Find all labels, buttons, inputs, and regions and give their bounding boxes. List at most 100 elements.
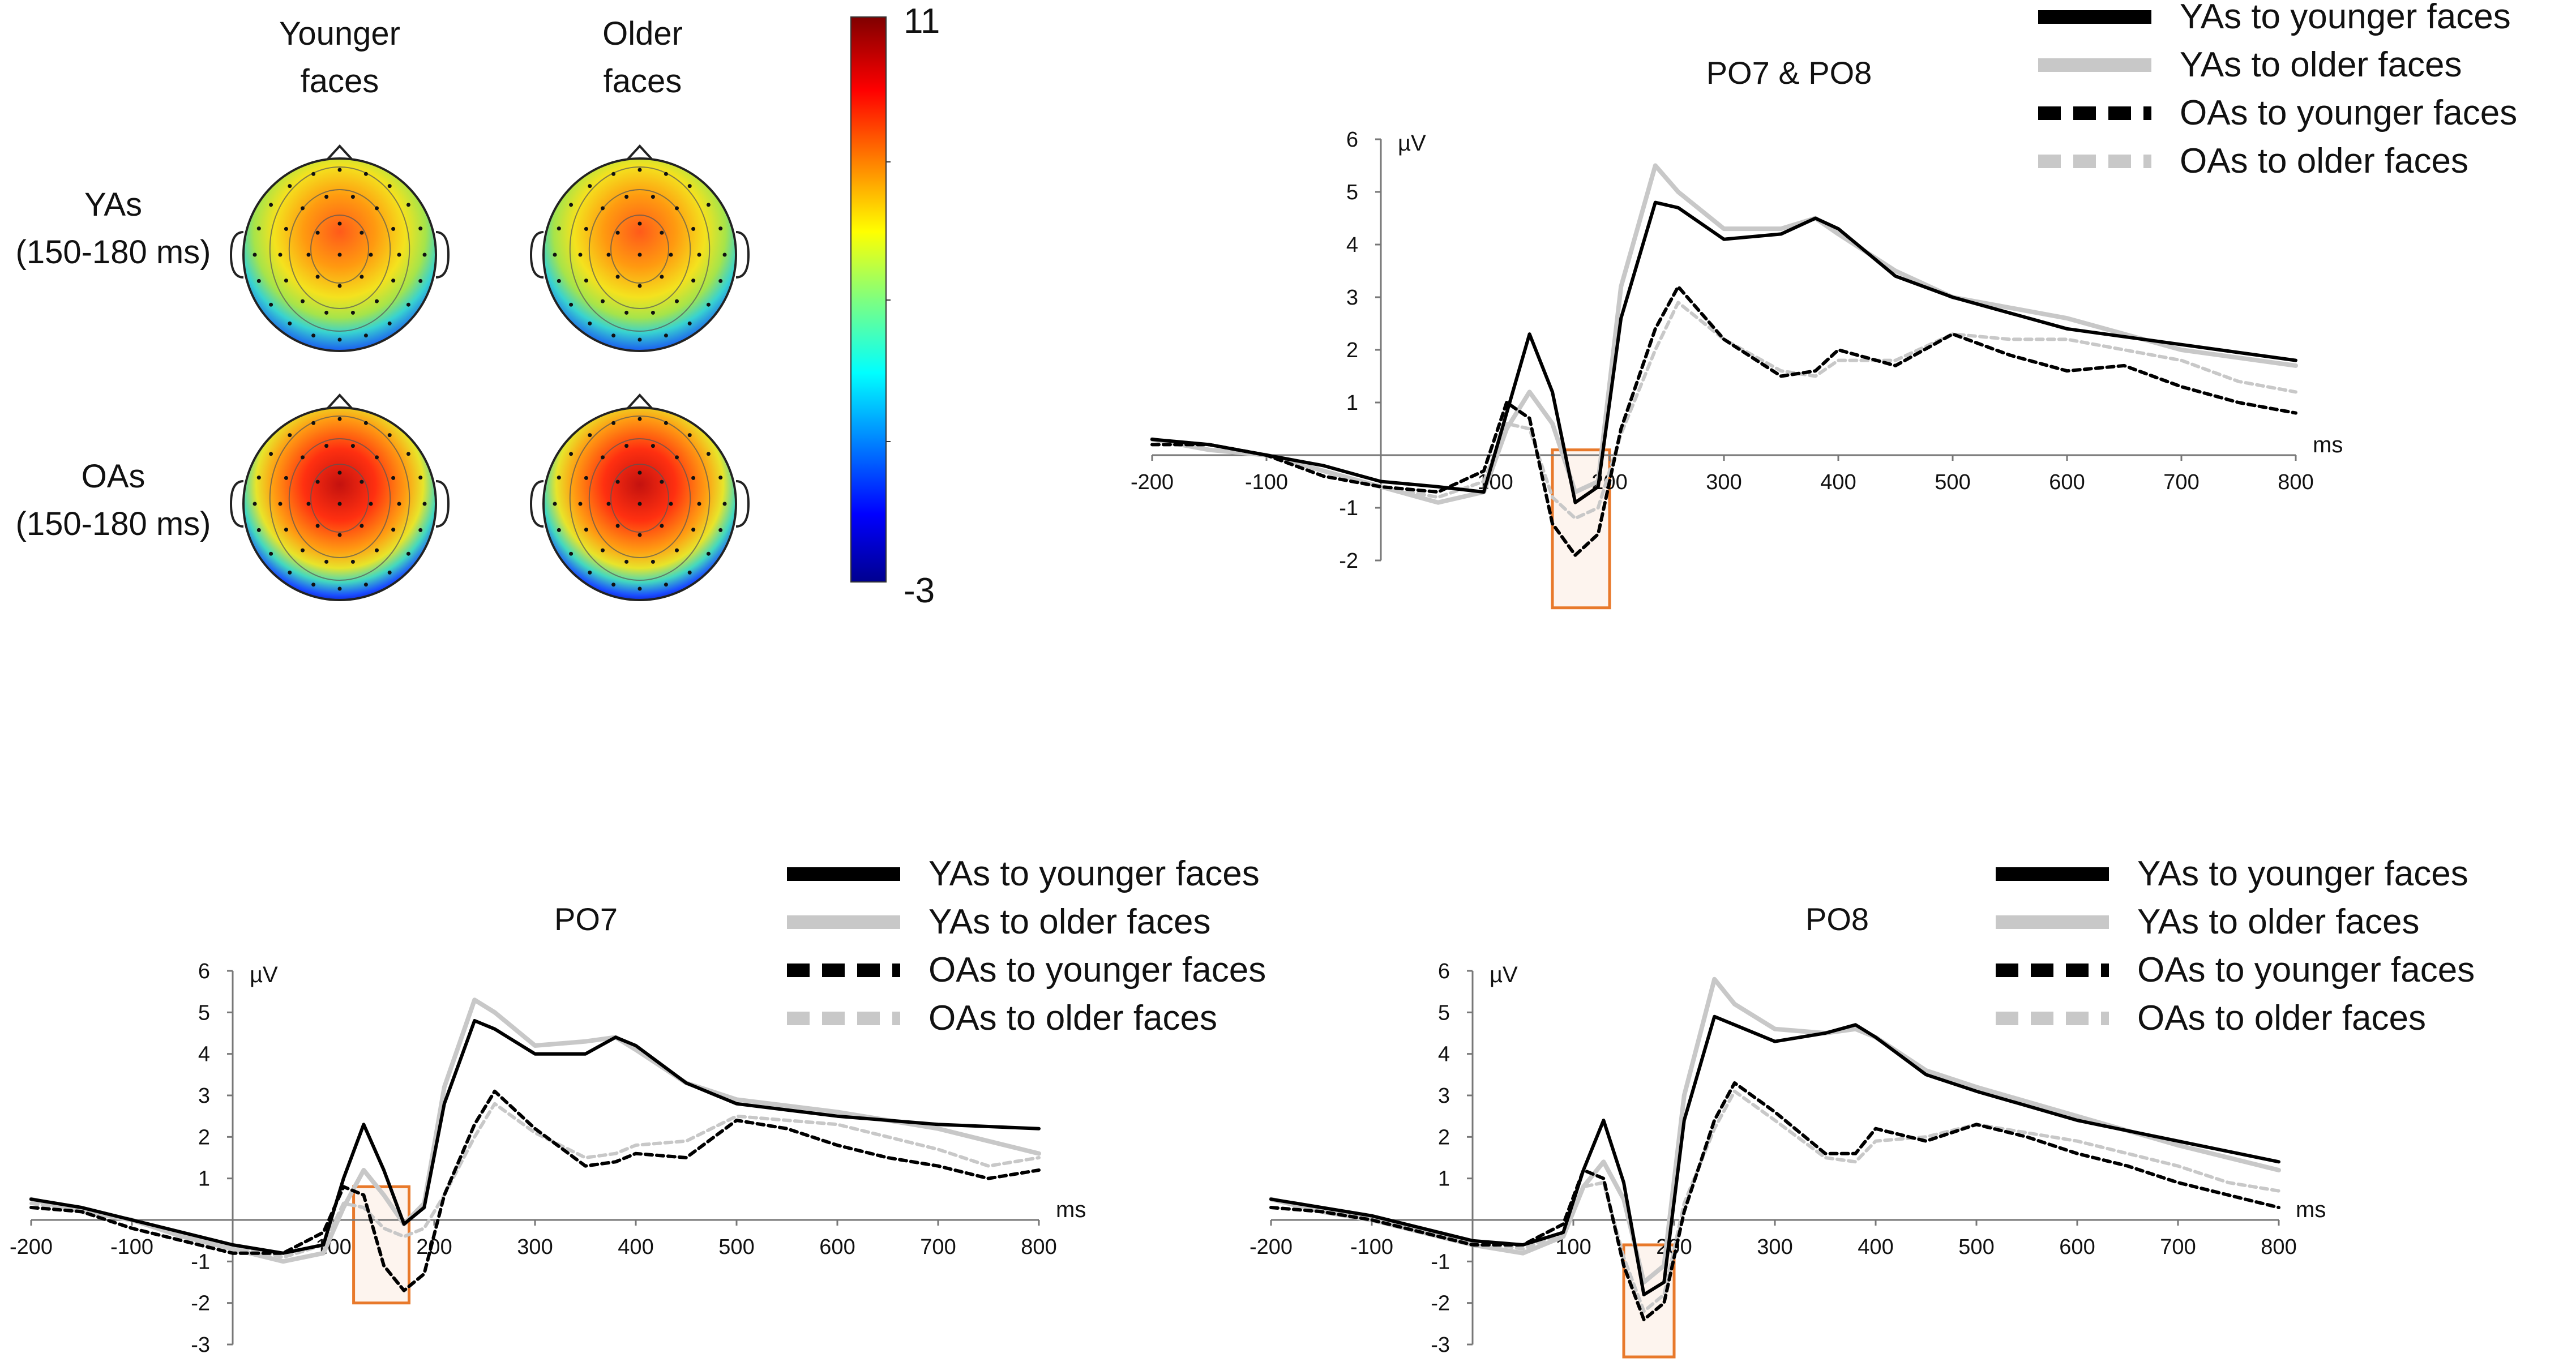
electrode-dot <box>588 570 592 575</box>
electrode-dot <box>601 206 605 211</box>
y-tick-label: -3 <box>1431 1333 1450 1357</box>
electrode-dot <box>363 583 368 587</box>
x-axis-label: ms <box>1056 1197 1086 1222</box>
chart-title: PO7 & PO8 <box>1706 55 1872 91</box>
electrode-dot <box>363 333 368 338</box>
topomap-oas-younger <box>229 393 450 601</box>
y-tick-label: 1 <box>1346 391 1358 415</box>
electrode-dot <box>569 302 574 307</box>
x-tick-label: 800 <box>1021 1235 1056 1259</box>
electrode-dot <box>269 302 273 307</box>
electrode-dot <box>584 528 588 532</box>
y-tick-label: -3 <box>191 1333 210 1357</box>
topomap-yas-younger <box>229 144 450 352</box>
electrode-dot <box>337 168 342 172</box>
electrode-dot <box>387 184 392 189</box>
electrode-dot <box>669 252 673 257</box>
electrode-dot <box>375 206 379 211</box>
row-header-oas-line2: (150-180 ms) <box>15 506 211 543</box>
electrode-dot <box>691 226 696 231</box>
electrode-dot <box>253 252 257 257</box>
erp-chart-1: PO7 & PO8-200 -100 100 200 300 400 500 600 700 80… <box>1131 0 2517 610</box>
erp-chart-3: PO8-200 -100 100 200 300 400 500 600 700 800-3-2-… <box>1250 854 2475 1359</box>
y-tick-label: 1 <box>1438 1167 1450 1191</box>
electrode-dot <box>687 570 692 575</box>
x-axis-label: ms <box>2313 433 2343 457</box>
legend-label: OAs to younger faces <box>928 950 1266 990</box>
electrode-dot <box>718 528 723 532</box>
head-outline <box>542 157 737 352</box>
electrode-dot <box>324 559 329 564</box>
x-tick-label: 800 <box>2261 1235 2296 1259</box>
col-header-younger-line1: Younger <box>279 15 400 52</box>
legend-label: OAs to older faces <box>928 999 1217 1038</box>
topomap-col-header-older: Older faces <box>541 10 744 105</box>
electrode-dot <box>569 203 574 207</box>
x-tick-label: 500 <box>1935 470 1970 494</box>
x-tick-label: 800 <box>2278 470 2313 494</box>
electrode-dot <box>337 417 342 421</box>
electrode-dot <box>660 230 664 235</box>
electrode-dot <box>660 479 664 484</box>
electrode-dot <box>337 284 342 288</box>
y-tick-label: 2 <box>1346 339 1358 362</box>
electrode-dot <box>269 203 273 207</box>
electrode-dot <box>553 252 557 257</box>
x-tick-label: 300 <box>1706 470 1741 494</box>
legend-label: YAs to older faces <box>2137 902 2420 941</box>
electrode-dot <box>369 252 373 257</box>
electrode-dot <box>324 195 329 199</box>
electrode-dot <box>360 479 364 484</box>
electrode-dot <box>350 444 355 448</box>
electrode-dot <box>284 226 288 231</box>
x-tick-label: -100 <box>110 1235 153 1259</box>
electrode-dot <box>664 583 668 587</box>
electrode-dot <box>624 559 629 564</box>
erp-chart-2: PO7-200 -100 100 200 300 400 500 600 700 800-3-2-… <box>10 854 1266 1357</box>
electrode-dot <box>611 333 616 338</box>
electrode-dot <box>615 230 620 235</box>
electrode-dot <box>363 172 368 176</box>
y-axis-label: µV <box>250 962 278 987</box>
x-tick-label: -200 <box>1250 1235 1293 1259</box>
electrode-dot <box>637 533 642 537</box>
legend-label: OAs to older faces <box>2137 999 2426 1038</box>
head-outline <box>242 157 437 352</box>
electrode-dot <box>306 252 311 257</box>
electrode-dot <box>337 470 342 475</box>
electrode-dot <box>687 321 692 326</box>
legend-label: OAs to younger faces <box>2180 93 2517 132</box>
x-tick-label: 600 <box>2059 1235 2095 1259</box>
head-outline <box>542 406 737 601</box>
left-ear <box>529 480 544 528</box>
topomap-oas-older <box>529 393 750 601</box>
electrode-dot <box>375 548 379 553</box>
electrode-dot <box>253 502 257 506</box>
electrode-dot <box>637 221 642 226</box>
electrode-dot <box>706 302 711 307</box>
electrode-dot <box>687 184 692 189</box>
electrode-dot <box>718 279 723 283</box>
row-header-yas-line1: YAs <box>84 186 143 223</box>
series-line-4 <box>1269 1089 2280 1313</box>
y-tick-label: 2 <box>1438 1125 1450 1149</box>
x-tick-label: 400 <box>1820 470 1856 494</box>
erp-charts: PO7 & PO8-200 -100 100 200 300 400 500 600 700 80… <box>10 0 2517 1359</box>
electrode-dot <box>301 548 305 553</box>
x-tick-label: 300 <box>517 1235 553 1259</box>
electrode-dot <box>311 421 316 425</box>
legend: YAs to younger faces YAs to older faces OA… <box>787 854 1266 1038</box>
electrode-dot <box>637 284 642 288</box>
electrode-dot <box>256 279 261 283</box>
electrode-dot <box>256 226 261 231</box>
electrode-dot <box>337 337 342 342</box>
y-tick-label: -2 <box>1431 1292 1450 1316</box>
electrode-dot <box>406 551 410 556</box>
electrode-dot <box>324 444 329 448</box>
electrode-dot <box>706 452 711 456</box>
electrode-dot <box>706 203 711 207</box>
electrode-dot <box>369 502 373 506</box>
electrode-dot <box>651 195 655 199</box>
y-tick-label: -1 <box>191 1250 210 1274</box>
electrode-dot <box>669 502 673 506</box>
